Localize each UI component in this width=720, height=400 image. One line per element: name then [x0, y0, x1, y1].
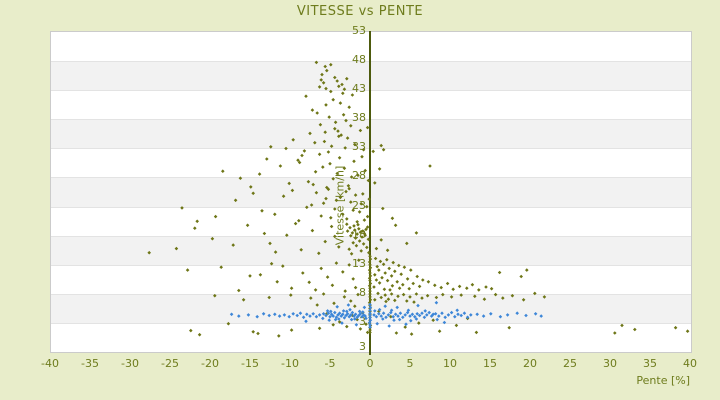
- plot-band: [51, 148, 691, 177]
- plot-band: [51, 61, 691, 91]
- y-gridline: [51, 322, 691, 324]
- y-tick-label: 48: [352, 53, 366, 67]
- y-gridline: [51, 90, 691, 92]
- plot-band: [51, 235, 691, 265]
- y-tick-label: 38: [352, 111, 366, 125]
- plot-band: [51, 32, 691, 61]
- x-tick-label: -5: [324, 357, 336, 370]
- plot-area: [50, 31, 692, 353]
- x-tick-label: 0: [366, 357, 374, 370]
- y-gridline: [51, 264, 691, 266]
- x-tick-label: -30: [121, 357, 139, 370]
- plot-band: [51, 90, 691, 119]
- x-tick-label: -35: [81, 357, 99, 370]
- y-gridline: [51, 177, 691, 179]
- y-gridline: [51, 206, 691, 208]
- x-tick-label: 25: [563, 357, 577, 370]
- x-tick-label: -40: [41, 357, 59, 370]
- y-gridline: [51, 61, 691, 63]
- plot-band: [51, 323, 691, 352]
- x-tick-label: 20: [523, 357, 537, 370]
- x-tick-label: 40: [683, 357, 697, 370]
- x-tick-label: -15: [241, 357, 259, 370]
- y-gridline: [51, 119, 691, 121]
- y-tick-label: 3: [359, 314, 366, 328]
- y-tick-label: 53: [352, 24, 366, 37]
- y-gridline: [51, 148, 691, 150]
- y-gridline: [51, 235, 691, 237]
- y-tick-label: 43: [352, 82, 366, 96]
- zero-axis-line: [369, 31, 371, 355]
- x-tick-label: 30: [603, 357, 617, 370]
- x-axis-title: Pente [%]: [636, 374, 690, 387]
- x-tick-label: 5: [406, 357, 414, 370]
- x-tick-label: 15: [483, 357, 497, 370]
- x-tick-label: -25: [161, 357, 179, 370]
- x-tick-label: 35: [643, 357, 657, 370]
- y-tick-label: 33: [352, 140, 366, 154]
- y-tick-label: 13: [352, 256, 366, 270]
- x-tick-label: -20: [201, 357, 219, 370]
- x-tick-label: 10: [443, 357, 457, 370]
- chart-title: VITESSE vs PENTE: [296, 4, 424, 19]
- y-axis-bottom-edge-label: 3: [359, 340, 366, 353]
- plot-band: [51, 177, 691, 207]
- plot-band: [51, 265, 691, 294]
- y-gridline: [51, 293, 691, 295]
- plot-band: [51, 293, 691, 323]
- y-tick-label: 8: [359, 285, 366, 299]
- y-axis-title: Vitesse [km/h]: [333, 165, 347, 246]
- plot-band: [51, 119, 691, 149]
- plot-band: [51, 207, 691, 236]
- x-tick-label: -10: [281, 357, 299, 370]
